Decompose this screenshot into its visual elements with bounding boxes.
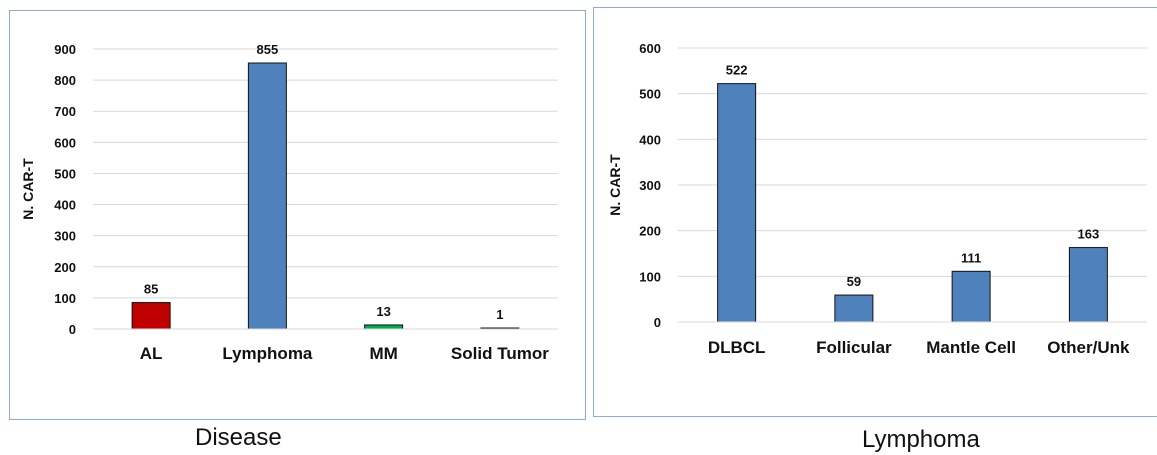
y-tick-label: 900 bbox=[54, 42, 76, 57]
chart-panel-disease: 0 100 200 300 400 500 600 700 800 900 N. CAR-T 85 AL… bbox=[9, 10, 586, 420]
y-tick-label: 200 bbox=[639, 224, 661, 239]
data-label: 111 bbox=[961, 250, 981, 265]
x-category-label: DLBCL bbox=[708, 338, 766, 357]
x-category-label: Lymphoma bbox=[222, 344, 313, 363]
data-label: 522 bbox=[726, 63, 748, 78]
x-category-label: Other/Unk bbox=[1047, 338, 1130, 357]
y-tick-label: 600 bbox=[639, 41, 661, 56]
y-axis-label: N. CAR-T bbox=[20, 158, 36, 220]
y-tick-label: 600 bbox=[54, 135, 76, 150]
data-label: 13 bbox=[376, 304, 390, 319]
bar bbox=[834, 294, 874, 323]
y-axis-label: N. CAR-T bbox=[607, 154, 623, 216]
data-label: 855 bbox=[257, 42, 279, 57]
y-tick-label: 0 bbox=[69, 322, 76, 337]
bar-chart-lymphoma: 0 100 200 300 400 500 600 N. CAR-T 522 DLBCL 59 Fol… bbox=[607, 41, 1147, 357]
y-tick-label: 300 bbox=[54, 229, 76, 244]
y-tick-label: 0 bbox=[654, 315, 661, 330]
data-label: 85 bbox=[144, 282, 158, 297]
bar bbox=[951, 270, 991, 323]
y-tick-label: 400 bbox=[54, 198, 76, 213]
x-category-label: Solid Tumor bbox=[451, 344, 549, 363]
caption-lymphoma: Lymphoma bbox=[862, 426, 980, 453]
y-tick-label: 100 bbox=[639, 269, 661, 284]
bar bbox=[247, 62, 287, 330]
data-label: 163 bbox=[1078, 227, 1100, 242]
x-category-label: AL bbox=[140, 344, 163, 363]
y-tick-label: 500 bbox=[639, 87, 661, 102]
bar bbox=[1068, 247, 1108, 323]
data-label: 59 bbox=[847, 274, 861, 289]
bar-chart-disease: 0 100 200 300 400 500 600 700 800 900 N. CAR-T 85 AL… bbox=[20, 42, 558, 363]
bar bbox=[364, 324, 404, 330]
y-tick-label: 100 bbox=[54, 291, 76, 306]
data-label: 1 bbox=[496, 307, 503, 322]
y-tick-label: 800 bbox=[54, 73, 76, 88]
y-tick-label: 300 bbox=[639, 178, 661, 193]
y-tick-label: 400 bbox=[639, 132, 661, 147]
chart-panel-lymphoma: 0 100 200 300 400 500 600 N. CAR-T 522 DLBCL 59 Fol… bbox=[593, 7, 1157, 417]
y-tick-label: 500 bbox=[54, 166, 76, 181]
y-tick-label: 700 bbox=[54, 104, 76, 119]
bar bbox=[717, 83, 757, 323]
y-tick-label: 200 bbox=[54, 260, 76, 275]
x-category-label: Mantle Cell bbox=[926, 338, 1016, 357]
x-category-label: MM bbox=[369, 344, 397, 363]
bar bbox=[131, 302, 171, 330]
x-category-label: Follicular bbox=[816, 338, 892, 357]
caption-disease: Disease bbox=[195, 424, 282, 451]
